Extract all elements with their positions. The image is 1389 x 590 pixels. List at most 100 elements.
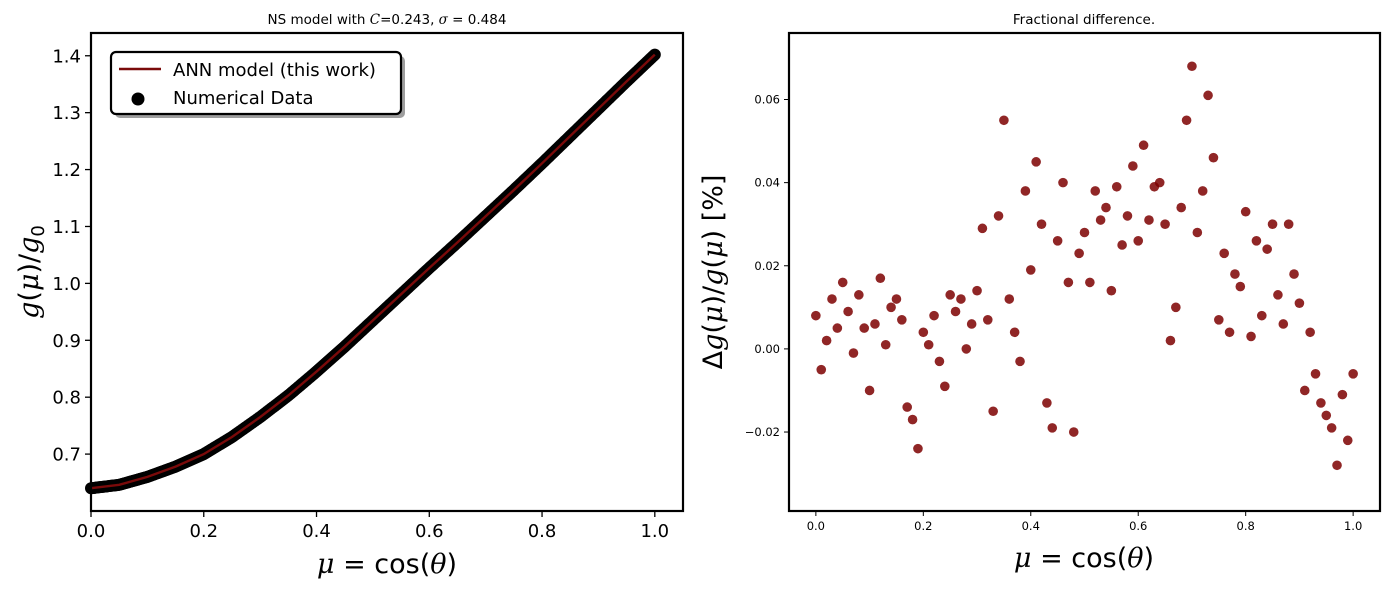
right-y-tick-label: 0.02 (754, 259, 780, 273)
right-plot-area (811, 61, 1358, 471)
fractional-difference-point (880, 339, 891, 350)
left-y-tick-label: 1.3 (52, 103, 81, 124)
fractional-difference-point (1111, 181, 1122, 192)
left-x-axis-label: μ = cos(θ) (317, 549, 457, 580)
left-y-tick-label: 1.0 (52, 274, 81, 295)
fractional-difference-point (934, 356, 945, 367)
fractional-difference-point (950, 306, 961, 317)
fractional-difference-point (1348, 369, 1358, 379)
fractional-difference-point (859, 323, 870, 333)
left-x-tick-label: 0.2 (189, 521, 218, 542)
fractional-difference-point (891, 294, 902, 304)
legend-marker-swatch (131, 92, 145, 106)
fractional-difference-point (1299, 385, 1310, 396)
right-y-tick-label: 0.06 (754, 93, 780, 107)
right-x-tick-label: 0.6 (1129, 519, 1147, 533)
right-x-ticks: 0.0 0.2 0.4 0.6 0.8 1.0 (807, 511, 1362, 533)
fractional-difference-point (999, 115, 1009, 126)
fractional-difference-point (1052, 236, 1063, 246)
fractional-difference-point (1332, 460, 1342, 471)
right-y-tick-label: 0.04 (754, 176, 780, 190)
left-y-tick-label: 1.1 (52, 217, 81, 238)
fractional-difference-point (1047, 423, 1058, 433)
fractional-difference-point (982, 315, 993, 325)
fractional-difference-point (1187, 61, 1197, 72)
fractional-difference-point (929, 310, 939, 321)
left-plot-area (85, 48, 661, 495)
left-x-tick-label: 0.8 (528, 521, 557, 542)
fractional-difference-point (1289, 269, 1299, 279)
fractional-difference-point (1342, 435, 1353, 446)
right-x-tick-label: 0.4 (1022, 519, 1040, 533)
left-y-tick-label: 1.2 (52, 160, 81, 181)
right-x-tick-label: 0.0 (807, 519, 825, 533)
fractional-difference-point (1197, 186, 1208, 196)
ann-model-line (90, 53, 656, 490)
fractional-difference-point (870, 319, 880, 329)
fractional-difference-point (1025, 265, 1036, 275)
left-y-tick-label: 0.7 (52, 445, 81, 466)
fractional-difference-point (1176, 202, 1187, 213)
fractional-difference-point (1171, 302, 1181, 313)
right-x-tick-label: 0.8 (1237, 519, 1255, 533)
fractional-difference-point (1058, 177, 1068, 188)
fractional-difference-point (1160, 219, 1170, 229)
fractional-difference-point (1063, 277, 1074, 288)
fractional-difference-point (1230, 269, 1240, 279)
fractional-difference-point (1316, 398, 1326, 408)
fractional-difference-point (1337, 389, 1348, 400)
fractional-difference-point (1262, 244, 1272, 254)
fractional-difference-point (1283, 219, 1294, 229)
fractional-difference-point (1321, 410, 1332, 421)
fractional-difference-point (832, 323, 843, 333)
fractional-difference-point (1294, 298, 1305, 308)
right-y-ticks: −0.02 0.00 0.02 0.04 0.06 (745, 93, 789, 439)
right-axes-frame (787, 31, 1382, 513)
right-x-tick-label: 0.2 (914, 519, 932, 533)
left-axes-frame (89, 31, 685, 513)
fractional-difference-point (1251, 236, 1262, 246)
left-y-tick-label: 0.9 (52, 331, 81, 352)
fractional-difference-point (1192, 227, 1203, 238)
fractional-difference-point (956, 294, 966, 304)
left-y-ticks: 0.7 0.8 0.9 1.0 1.1 1.2 1.3 1.4 (52, 46, 91, 466)
left-x-ticks: 0.0 0.2 0.4 0.6 0.8 1.0 (77, 511, 669, 542)
fractional-difference-point (1305, 327, 1315, 338)
left-y-tick-label: 1.4 (52, 46, 81, 67)
fractional-difference-point (854, 290, 864, 300)
fractional-difference-point (875, 273, 886, 284)
fractional-difference-point (843, 306, 853, 317)
fractional-difference-point (1042, 398, 1052, 408)
right-chart: Fractional difference. −0.02 0.00 0.02 0.04… (698, 12, 1382, 574)
fractional-difference-point (1004, 294, 1015, 304)
fractional-difference-point (966, 319, 977, 329)
fractional-difference-point (1020, 186, 1031, 196)
fractional-difference-point (988, 406, 998, 417)
fractional-difference-point (913, 443, 923, 454)
right-y-tick-label: 0.00 (754, 342, 780, 356)
fractional-difference-point (1101, 202, 1111, 213)
fractional-difference-point (1068, 427, 1079, 437)
fractional-difference-point (837, 277, 848, 288)
fractional-difference-point (827, 294, 837, 304)
fractional-difference-point (1106, 285, 1117, 296)
fractional-difference-point (1074, 248, 1084, 259)
fractional-difference-point (907, 414, 918, 425)
fractional-difference-point (945, 290, 955, 300)
fractional-difference-point (1036, 219, 1047, 229)
fractional-difference-point (1240, 206, 1251, 217)
fractional-difference-point (1090, 186, 1101, 196)
fractional-difference-point (821, 335, 832, 346)
fractional-difference-point (1144, 215, 1154, 225)
right-x-axis-label: μ = cos(θ) (1014, 543, 1154, 574)
legend-box (109, 50, 403, 116)
fractional-difference-point (1122, 211, 1133, 221)
fractional-difference-point (993, 211, 1004, 221)
fractional-difference-point (977, 223, 988, 234)
legend-label-numerical-data: Numerical Data (173, 88, 314, 109)
fractional-difference-point (1154, 177, 1165, 188)
fractional-difference-point (816, 364, 827, 375)
left-y-axis-label: g(μ)/g0 (14, 225, 49, 319)
fractional-difference-point (1031, 157, 1041, 167)
fractional-difference-point (1133, 236, 1144, 246)
